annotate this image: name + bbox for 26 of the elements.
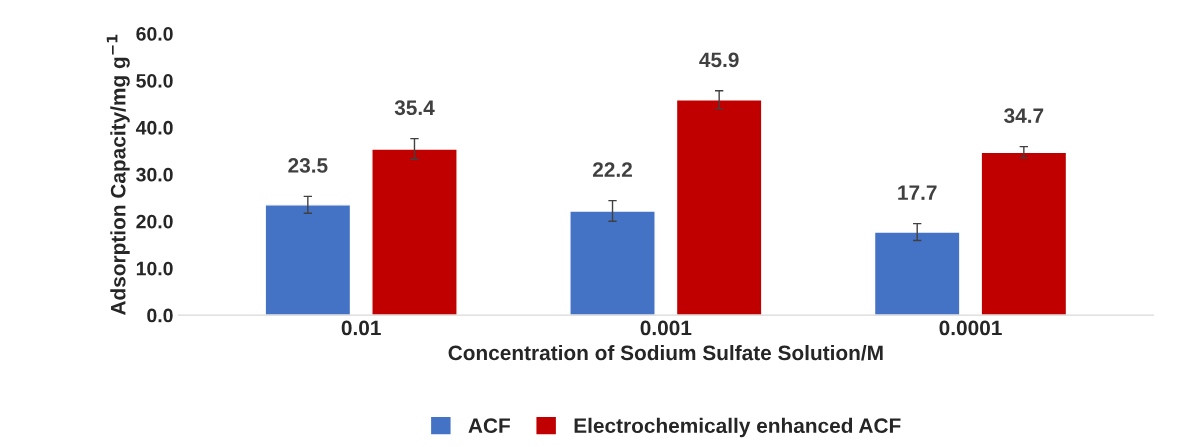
legend-label: ACF xyxy=(468,418,510,434)
data-label: 23.5 xyxy=(288,158,328,173)
bar xyxy=(371,148,458,316)
bar xyxy=(264,204,352,316)
x-axis-title: Concentration of Sodium Sulfate Solution/M xyxy=(448,344,883,361)
bar xyxy=(675,99,763,316)
data-label: 35.4 xyxy=(394,100,435,116)
y-tick-label: 0.0 xyxy=(147,308,173,323)
x-tick-label: 0.0001 xyxy=(939,320,1002,336)
x-tick-label: 0.001 xyxy=(640,320,692,336)
legend-label: Electrochemically enhanced ACF xyxy=(574,417,901,438)
y-tick-label: 60.0 xyxy=(136,26,173,41)
y-axis-title: Adsorption Capacity/mg g$^{−1}$ xyxy=(106,34,130,316)
data-label: 22.2 xyxy=(592,162,632,177)
y-tick-label: 50.0 xyxy=(136,73,173,88)
bar xyxy=(873,231,961,316)
y-tick-label: 10.0 xyxy=(136,261,173,276)
y-tick-label: 40.0 xyxy=(135,120,173,135)
data-label: 17.7 xyxy=(898,185,937,200)
bar xyxy=(569,210,656,316)
y-tick-label: 20.0 xyxy=(136,214,173,229)
data-label: 45.9 xyxy=(699,52,739,68)
x-tick-label: 0.01 xyxy=(341,320,381,336)
data-label: 34.7 xyxy=(1004,108,1044,124)
bar xyxy=(980,151,1068,316)
y-tick-label: 30.0 xyxy=(136,167,173,182)
